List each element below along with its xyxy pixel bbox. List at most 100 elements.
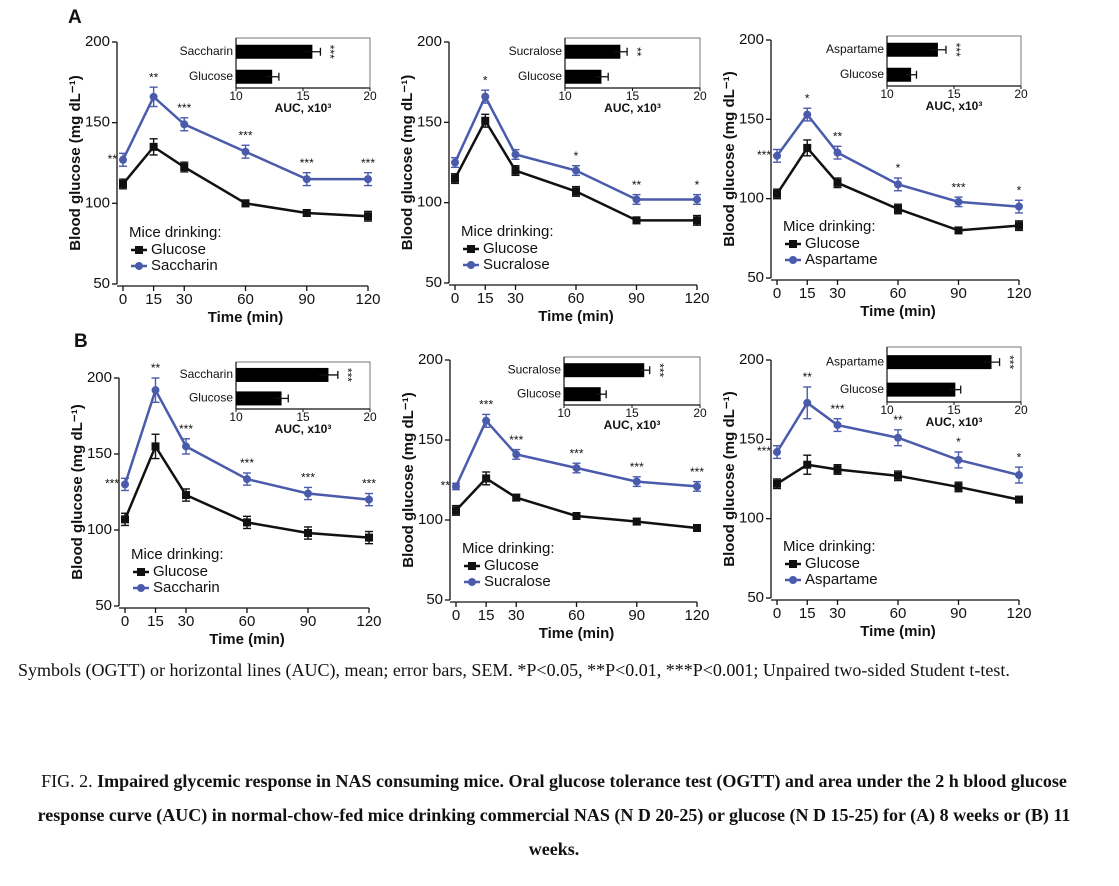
x-tick-label: 120 — [684, 607, 709, 624]
point — [365, 495, 373, 504]
point — [241, 199, 250, 208]
significance: * — [1017, 450, 1022, 464]
point — [121, 515, 129, 524]
point — [632, 517, 641, 526]
legend-title: Mice drinking: — [783, 218, 876, 235]
x-tick-label: 30 — [829, 605, 846, 622]
point — [773, 448, 781, 457]
significance: ** — [149, 70, 159, 84]
y-tick-label: 100 — [417, 194, 442, 211]
legend-marker — [135, 262, 143, 270]
x-tick-label: 120 — [1006, 605, 1031, 622]
point — [243, 518, 251, 527]
x-tick-label: 15 — [477, 290, 494, 307]
y-tick-label: 100 — [739, 190, 764, 207]
legend-marker — [789, 240, 797, 248]
significance: *** — [1002, 355, 1016, 369]
point — [803, 143, 812, 152]
point — [773, 151, 781, 160]
point — [511, 166, 520, 175]
point — [572, 187, 580, 196]
y-tick-label: 100 — [418, 511, 443, 528]
y-tick-label: 100 — [87, 521, 112, 538]
legend-label: Saccharin — [153, 579, 220, 596]
legend-label: Glucose — [483, 240, 538, 257]
x-axis-label: AUC, x10³ — [926, 99, 983, 113]
category-label: Saccharin — [180, 367, 233, 381]
legend-marker — [467, 245, 475, 253]
x-tick-label: 15 — [145, 291, 162, 308]
x-tick-label: 120 — [356, 613, 381, 630]
legend-marker — [137, 584, 145, 592]
x-axis-label: Time (min) — [539, 625, 615, 642]
bar — [236, 44, 313, 59]
point — [833, 178, 842, 187]
point — [119, 179, 127, 188]
y-tick-label: 150 — [85, 114, 110, 131]
x-tick-label: 30 — [507, 290, 524, 307]
legend-marker — [789, 256, 797, 264]
significance: ** — [803, 370, 813, 384]
x-tick-label: 15 — [296, 410, 310, 424]
point — [632, 477, 641, 486]
bar — [887, 355, 992, 370]
x-axis-label: Time (min) — [860, 623, 936, 640]
point — [693, 524, 701, 532]
x-tick-label: 20 — [1014, 87, 1028, 101]
legend-label: Aspartame — [805, 571, 878, 588]
bar — [236, 69, 273, 84]
y-tick-label: 50 — [747, 269, 764, 286]
significance: *** — [949, 43, 963, 57]
y-tick-label: 200 — [418, 351, 443, 368]
point — [894, 471, 902, 480]
legend-label: Sucralose — [483, 256, 550, 273]
series-line — [453, 93, 697, 201]
x-tick-label: 15 — [626, 89, 640, 103]
point — [481, 116, 490, 125]
error-bar — [905, 70, 918, 79]
error-bar — [274, 394, 289, 403]
x-tick-label: 20 — [693, 89, 707, 103]
x-axis-label: AUC, x10³ — [604, 418, 661, 432]
significance: *** — [479, 398, 493, 412]
bar — [887, 382, 956, 397]
error-bar — [265, 72, 280, 81]
point — [894, 204, 902, 213]
significance: * — [956, 435, 961, 449]
significance: *** — [361, 156, 375, 170]
series-line — [121, 94, 368, 181]
figure-caption: FIG. 2. Impaired glycemic response in NA… — [18, 764, 1090, 866]
point — [481, 92, 490, 101]
y-tick-label: 100 — [85, 194, 110, 211]
point — [632, 195, 641, 204]
legend-title: Mice drinking: — [783, 538, 876, 555]
category-label: Glucose — [189, 69, 233, 83]
x-tick-label: 15 — [947, 403, 961, 417]
legend-marker — [789, 576, 797, 584]
x-tick-label: 120 — [355, 291, 380, 308]
x-tick-label: 0 — [773, 605, 781, 622]
legend-label: Sucralose — [484, 573, 551, 590]
point — [693, 216, 701, 225]
significance: ** — [441, 479, 451, 493]
legend-marker — [789, 560, 797, 568]
category-label: Glucose — [840, 382, 884, 396]
error-bar — [983, 358, 1001, 367]
point — [803, 398, 812, 407]
significance: ** — [632, 178, 642, 192]
point — [572, 166, 580, 175]
x-tick-label: 15 — [296, 89, 310, 103]
legend-title: Mice drinking: — [131, 546, 224, 563]
significance: ** — [151, 361, 161, 375]
legend-label: Glucose — [151, 241, 206, 258]
point — [512, 450, 521, 459]
y-tick-label: 150 — [418, 431, 443, 448]
point — [954, 197, 963, 206]
x-tick-label: 10 — [558, 89, 572, 103]
significance: *** — [323, 45, 337, 59]
point — [803, 460, 812, 469]
bar — [564, 363, 645, 378]
x-tick-label: 15 — [799, 605, 816, 622]
y-axis-label: Blood glucose (mg dL⁻¹) — [399, 75, 416, 250]
